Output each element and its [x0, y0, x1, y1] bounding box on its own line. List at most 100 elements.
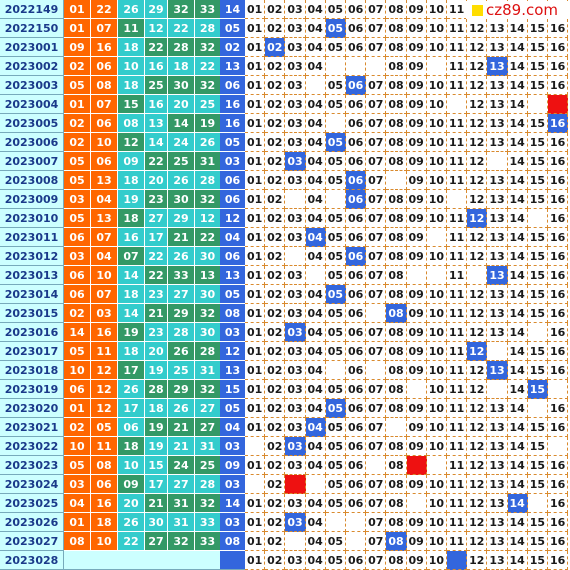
trend-cell: 06 [346, 304, 367, 323]
red-ball: 13 [195, 266, 221, 285]
trend-cell: 15 [527, 171, 548, 190]
red-ball: 27 [168, 285, 195, 304]
red-ball: 08 [91, 456, 118, 475]
trend-cell: 08 [386, 114, 407, 133]
red-ball: 18 [118, 285, 145, 304]
issue-number: 2022149 [0, 0, 64, 19]
red-ball: 26 [168, 342, 195, 361]
red-ball: 26 [118, 0, 145, 19]
trend-cell [487, 152, 508, 171]
trend-cell: 12 [467, 513, 488, 532]
red-ball: 08 [118, 114, 145, 133]
trend-cell: 12 [467, 38, 488, 57]
trend-cell: 10 [426, 380, 447, 399]
trend-cell: 07 [366, 418, 387, 437]
trend-cell: 09 [406, 437, 427, 456]
trend-cell: 05 [325, 551, 346, 570]
trend-cell: 11 [447, 456, 468, 475]
trend-cell: 05 [325, 418, 346, 437]
red-ball: 17 [145, 475, 168, 494]
trend-cell: 02 [265, 57, 286, 76]
trend-cell: 14 [507, 19, 528, 38]
trend-cell: 03 [285, 133, 306, 152]
trend-cell [305, 76, 326, 95]
trend-cell: 03 [285, 95, 306, 114]
trend-cell: 06 [346, 190, 367, 209]
issue-number: 2023001 [0, 38, 64, 57]
trend-cell: 11 [447, 304, 468, 323]
red-ball: 25 [168, 152, 195, 171]
trend-cell: 07 [366, 285, 387, 304]
blue-ball [220, 551, 245, 570]
red-ball: 25 [195, 95, 221, 114]
trend-cell: 16 [548, 247, 569, 266]
trend-cell: 08 [386, 475, 407, 494]
trend-cell: 06 [346, 323, 367, 342]
trend-cell: 05 [325, 323, 346, 342]
trend-cell: 02 [265, 0, 286, 19]
trend-cell: 14 [507, 76, 528, 95]
blue-ball: 13 [220, 361, 245, 380]
trend-cell: 06 [346, 152, 367, 171]
trend-cell: 08 [386, 76, 407, 95]
trend-cell: 13 [487, 437, 508, 456]
blue-ball: 08 [220, 532, 245, 551]
red-ball: 18 [118, 209, 145, 228]
trend-cell: 16 [548, 228, 569, 247]
red-ball: 22 [145, 247, 168, 266]
trend-cell: 12 [467, 76, 488, 95]
trend-cell: 09 [406, 95, 427, 114]
red-ball: 16 [118, 228, 145, 247]
issue-number: 2023014 [0, 285, 64, 304]
issue-number: 2023026 [0, 513, 64, 532]
red-ball: 28 [168, 38, 195, 57]
trend-cell: 08 [386, 456, 407, 475]
trend-cell: 08 [386, 551, 407, 570]
red-ball: 14 [64, 323, 91, 342]
trend-cell: 14 [507, 513, 528, 532]
trend-cell: 01 [245, 0, 266, 19]
red-ball: 27 [195, 399, 221, 418]
red-ball: 22 [168, 19, 195, 38]
red-ball: 27 [195, 418, 221, 437]
red-ball: 02 [64, 418, 91, 437]
red-ball: 26 [168, 399, 195, 418]
red-ball: 04 [91, 190, 118, 209]
red-ball: 12 [195, 209, 221, 228]
red-ball: 12 [91, 380, 118, 399]
trend-cell: 10 [426, 114, 447, 133]
red-ball: 12 [91, 399, 118, 418]
trend-cell: 13 [487, 209, 508, 228]
trend-cell: 08 [386, 0, 407, 19]
red-ball: 31 [195, 437, 221, 456]
trend-cell: 06 [346, 76, 367, 95]
trend-cell: 15 [527, 228, 548, 247]
red-ball: 18 [118, 38, 145, 57]
red-ball: 19 [195, 114, 221, 133]
blue-ball: 06 [220, 76, 245, 95]
red-ball: 06 [64, 285, 91, 304]
red-ball: 32 [195, 190, 221, 209]
blue-ball: 03 [220, 513, 245, 532]
red-ball: 32 [168, 532, 195, 551]
blue-ball: 16 [220, 114, 245, 133]
trend-cell: 01 [245, 456, 266, 475]
red-ball: 33 [195, 513, 221, 532]
blue-ball: 06 [220, 171, 245, 190]
trend-cell: 01 [245, 551, 266, 570]
trend-cell: 09 [406, 418, 427, 437]
trend-cell [325, 114, 346, 133]
red-ball: 06 [118, 418, 145, 437]
trend-cell [527, 323, 548, 342]
red-ball [91, 551, 118, 570]
trend-cell: 16 [548, 456, 569, 475]
trend-cell: 12 [467, 209, 488, 228]
trend-cell: 07 [366, 532, 387, 551]
trend-cell: 06 [346, 95, 367, 114]
blue-ball: 14 [220, 494, 245, 513]
issue-number: 2023004 [0, 95, 64, 114]
trend-cell: 04 [305, 551, 326, 570]
trend-cell: 01 [245, 228, 266, 247]
issue-number: 2023023 [0, 456, 64, 475]
trend-cell: 07 [366, 190, 387, 209]
